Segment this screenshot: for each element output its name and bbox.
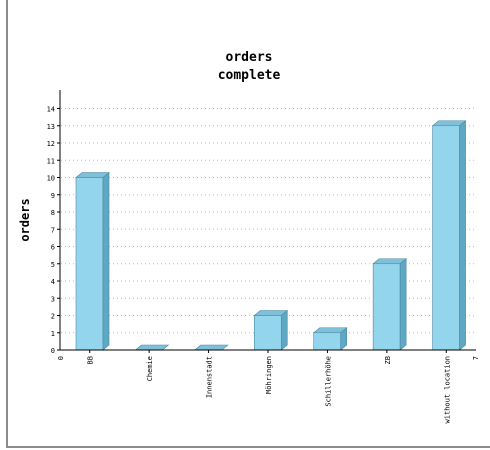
y-tick-label: 7 [51,226,55,234]
x-tick-label: BB [87,356,95,364]
bar-ZB [372,263,401,351]
x-tick-label: Schillerhöhe [324,356,332,407]
bar-without location [432,125,460,351]
y-axis-label: orders [18,198,32,241]
frame-bottom-border [6,446,490,448]
bar-top-Möhringen [253,310,289,316]
x-range-start-label: 0 [57,356,65,360]
y-tick-label: 9 [51,192,55,200]
y-tick-label: 11 [47,157,55,165]
y-tick-label: 2 [51,313,55,321]
y-tick-label: 10 [47,175,55,183]
bar-BB [75,177,104,351]
x-tick-label: Möhringen [265,356,273,394]
bar-top-BB [75,172,110,178]
y-tick-label: 1 [51,330,55,338]
bar-top-ZB [372,258,407,265]
x-tick-label: without location [443,356,451,423]
bar-side-without location [459,120,466,351]
y-tick-label: 6 [51,244,55,252]
bar-top-Schillerhöhe [312,327,348,334]
y-tick-label: 5 [51,261,55,269]
chart-title: orders [226,50,273,65]
y-tick-label: 8 [51,209,55,217]
bar-top-Chemie [134,344,170,351]
bar-top-without location [431,120,467,127]
y-tick-label: 13 [47,123,55,131]
frame-left-border [6,0,8,448]
x-tick-label: ZB [384,356,392,364]
x-tick-label: Chemie [146,356,154,381]
x-range-end-label: 7 [472,356,480,360]
chart-subtitle: complete [218,68,281,83]
y-tick-label: 0 [51,347,55,355]
y-tick-label: 14 [47,106,55,114]
x-tick-label: Innenstadt [206,356,214,398]
bar-top-Innenstadt [194,344,229,351]
y-tick-label: 3 [51,295,55,303]
bar-side-BB [102,171,110,351]
bar-side-ZB [399,258,407,351]
y-tick-label: 4 [51,278,55,286]
y-tick-label: 12 [47,140,55,148]
bar-Schillerhöhe [313,332,342,351]
bar-Möhringen [253,315,282,351]
bar-side-Möhringen [280,309,288,351]
